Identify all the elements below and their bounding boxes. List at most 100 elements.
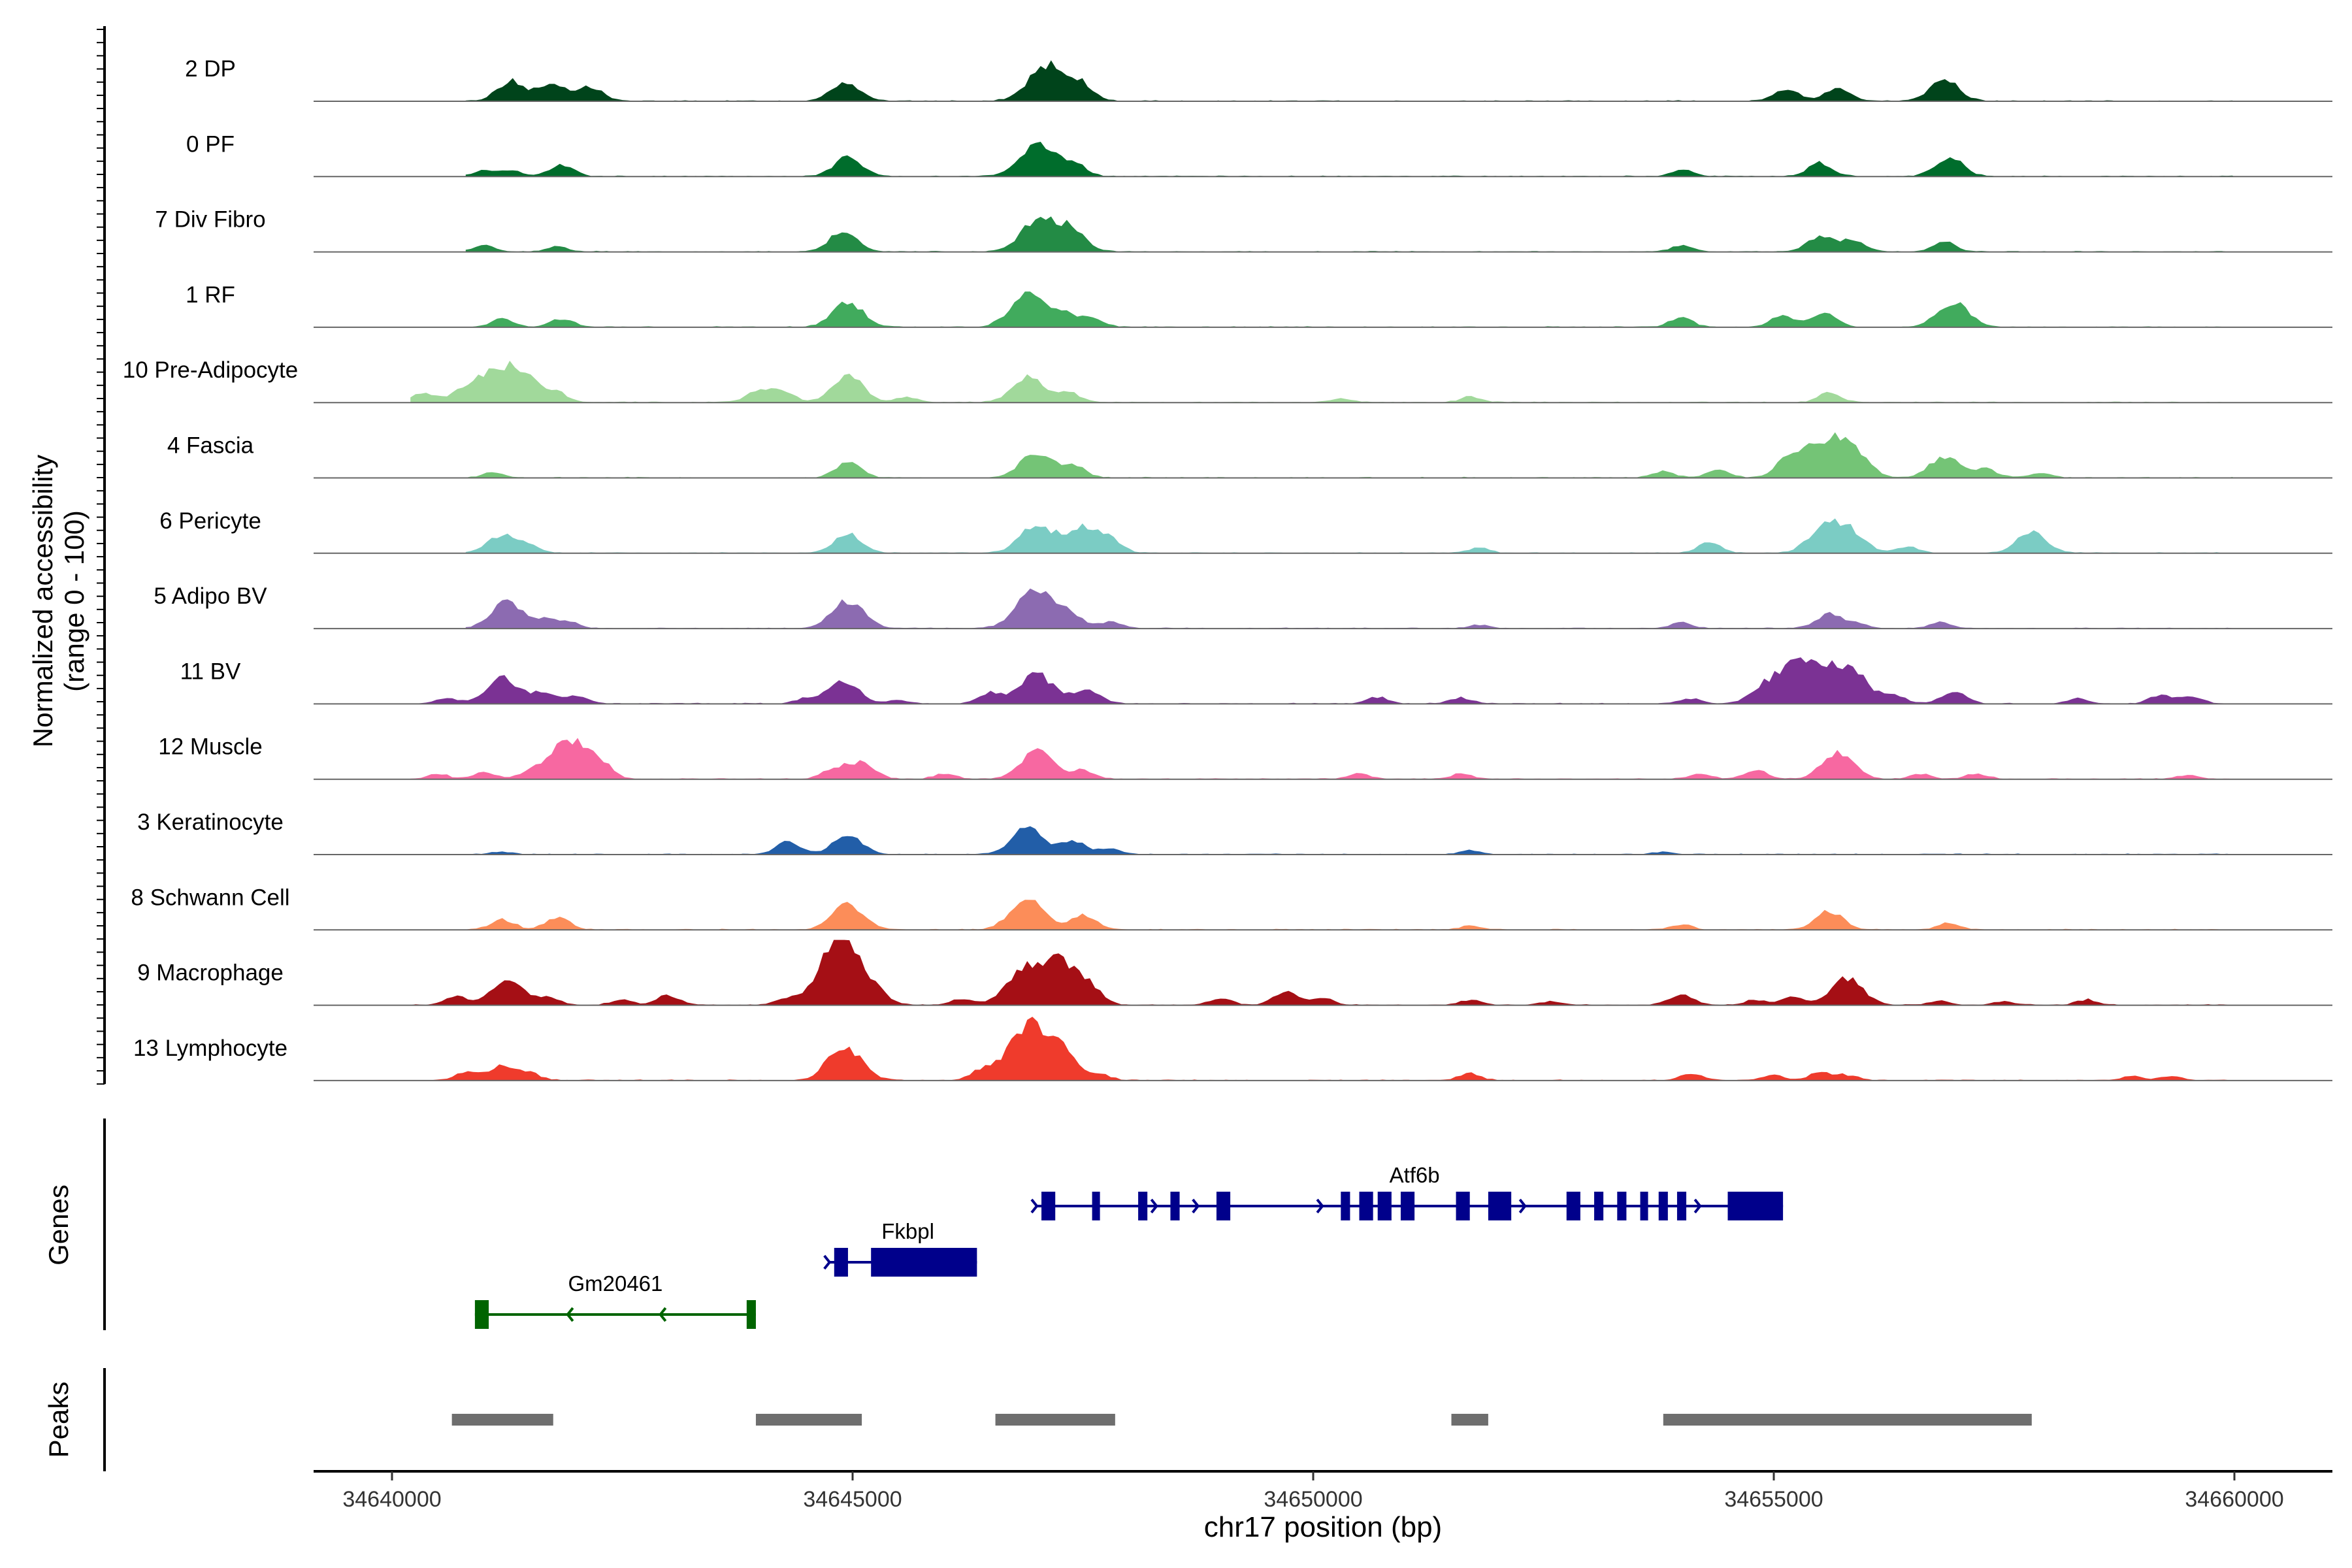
coverage-area bbox=[410, 939, 2235, 1005]
coverage-area bbox=[465, 826, 2234, 855]
exon bbox=[1092, 1192, 1100, 1220]
track-label: 1 RF bbox=[186, 282, 235, 308]
coverage-area bbox=[465, 60, 2234, 101]
track-6-pericyte: 6 Pericyte bbox=[159, 508, 2332, 554]
exon bbox=[1640, 1192, 1648, 1220]
track-label: 0 PF bbox=[186, 131, 235, 157]
strand-arrow bbox=[1192, 1198, 1200, 1214]
x-tick-label: 34655000 bbox=[1724, 1487, 1823, 1512]
track-7-div-fibro: 7 Div Fibro bbox=[155, 207, 2332, 253]
exon bbox=[1341, 1192, 1350, 1220]
exon bbox=[1400, 1192, 1415, 1220]
x-tick-label: 34640000 bbox=[342, 1487, 441, 1512]
coverage-area bbox=[465, 432, 2234, 478]
gene-label: Gm20461 bbox=[568, 1271, 662, 1296]
track-12-muscle: 12 Muscle bbox=[158, 734, 2332, 780]
track-label: 12 Muscle bbox=[158, 734, 263, 760]
x-axis-title: chr17 position (bp) bbox=[1204, 1511, 1442, 1543]
y-axis-label-line2: (range 0 - 100) bbox=[59, 510, 90, 692]
track-5-adipo-bv: 5 Adipo BV bbox=[154, 583, 2332, 630]
strand-arrow bbox=[659, 1307, 667, 1322]
track-label: 4 Fascia bbox=[167, 433, 254, 459]
strand-arrow bbox=[872, 1254, 880, 1270]
track-label: 10 Pre-Adipocyte bbox=[123, 357, 298, 383]
coverage-area bbox=[465, 142, 2234, 177]
gene-models: Gm20461 Fkbpl Atf6b bbox=[474, 1163, 1784, 1329]
x-tick-label: 34660000 bbox=[2185, 1487, 2283, 1512]
strand-arrow bbox=[1518, 1198, 1527, 1214]
exon bbox=[1727, 1192, 1784, 1220]
exon bbox=[871, 1248, 977, 1277]
coverage-area bbox=[465, 291, 2234, 327]
strand-arrow bbox=[823, 1254, 832, 1270]
exon bbox=[474, 1300, 489, 1329]
track-1-rf: 1 RF bbox=[186, 282, 2332, 328]
coverage-area bbox=[410, 657, 2235, 704]
peak-bars bbox=[451, 1414, 2032, 1426]
coverage-area bbox=[465, 216, 2234, 252]
x-tick-label: 34650000 bbox=[1264, 1487, 1362, 1512]
track-label: 11 BV bbox=[180, 659, 241, 684]
coverage-tracks: 2 DP 0 PF 7 Div Fibro 1 RF 10 Pre-Adipocyte 4… bbox=[123, 56, 2332, 1081]
track-10-pre-adipocyte: 10 Pre-Adipocyte bbox=[123, 357, 2332, 404]
peak-region bbox=[451, 1414, 553, 1426]
exon bbox=[1377, 1192, 1392, 1220]
genes-panel: Genes Gm20461 Fkbpl Atf6b bbox=[43, 1119, 1784, 1330]
y-axis bbox=[97, 26, 106, 1085]
exon bbox=[1456, 1192, 1470, 1220]
strand-arrow bbox=[1030, 1198, 1039, 1214]
track-label: 7 Div Fibro bbox=[155, 207, 265, 233]
strand-arrow bbox=[566, 1307, 574, 1322]
coverage-area bbox=[465, 518, 2234, 553]
exon bbox=[1658, 1192, 1668, 1220]
track-4-fascia: 4 Fascia bbox=[167, 432, 2332, 479]
exon bbox=[1041, 1192, 1056, 1220]
strand-arrow bbox=[921, 1254, 929, 1270]
coverage-area bbox=[465, 588, 2234, 629]
coverage-area bbox=[410, 361, 2235, 403]
strand-arrow bbox=[1150, 1198, 1158, 1214]
track-label: 3 Keratinocyte bbox=[137, 809, 284, 835]
peaks-panel: Peaks bbox=[43, 1368, 2032, 1471]
coverage-area bbox=[410, 738, 2235, 779]
strand-arrow bbox=[1693, 1198, 1702, 1214]
genes-panel-label: Genes bbox=[43, 1184, 74, 1266]
peak-region bbox=[755, 1414, 862, 1426]
y-axis-label-line1: Normalized accessibility bbox=[27, 455, 58, 747]
gene-fkbpl: Fkbpl bbox=[823, 1219, 977, 1277]
exon bbox=[1488, 1192, 1512, 1220]
exon bbox=[1359, 1192, 1373, 1220]
exon bbox=[834, 1248, 848, 1277]
peaks-panel-label: Peaks bbox=[43, 1382, 74, 1458]
peak-region bbox=[995, 1414, 1115, 1426]
gene-gm20461: Gm20461 bbox=[474, 1271, 756, 1329]
track-11-bv: 11 BV bbox=[180, 657, 2332, 705]
gene-atf6b: Atf6b bbox=[1030, 1163, 1784, 1220]
exon bbox=[1594, 1192, 1604, 1220]
track-9-macrophage: 9 Macrophage bbox=[137, 939, 2332, 1006]
exon bbox=[1216, 1192, 1231, 1220]
strand-arrow bbox=[1316, 1198, 1324, 1214]
gene-label: Fkbpl bbox=[881, 1219, 934, 1243]
track-8-schwann-cell: 8 Schwann Cell bbox=[131, 885, 2332, 931]
exon bbox=[1566, 1192, 1580, 1220]
x-ticks: 34640000 34645000 34650000 34655000 34660000 bbox=[342, 1471, 2284, 1512]
gene-label: Atf6b bbox=[1390, 1163, 1440, 1187]
track-3-keratinocyte: 3 Keratinocyte bbox=[137, 809, 2332, 855]
track-label: 9 Macrophage bbox=[137, 960, 284, 986]
peak-region bbox=[1451, 1414, 1488, 1426]
track-0-pf: 0 PF bbox=[186, 131, 2332, 178]
track-label: 5 Adipo BV bbox=[154, 583, 267, 609]
track-13-lymphocyte: 13 Lymphocyte bbox=[133, 1017, 2332, 1081]
track-label: 2 DP bbox=[185, 56, 236, 82]
track-label: 6 Pericyte bbox=[159, 508, 261, 534]
exon bbox=[1170, 1192, 1180, 1220]
track-label: 8 Schwann Cell bbox=[131, 885, 289, 910]
exon bbox=[1617, 1192, 1627, 1220]
coverage-area bbox=[465, 900, 2234, 930]
peak-region bbox=[1663, 1414, 2032, 1426]
exon bbox=[1676, 1192, 1687, 1220]
exon bbox=[746, 1300, 756, 1329]
x-tick-label: 34645000 bbox=[803, 1487, 902, 1512]
